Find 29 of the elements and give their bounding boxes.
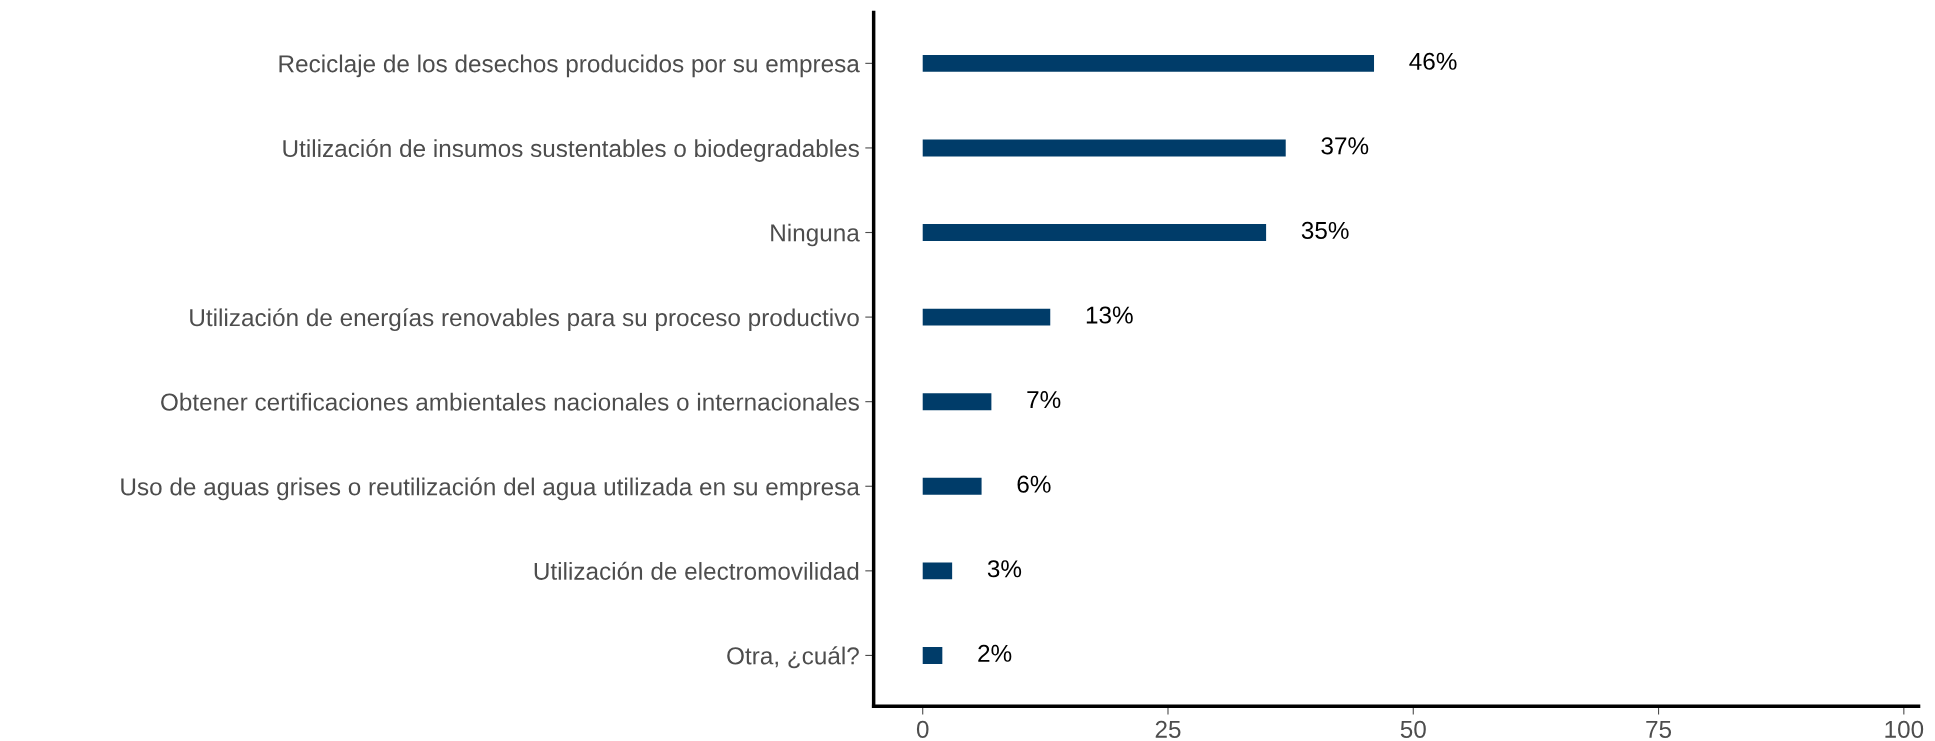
bar [922,477,982,495]
y-tick-label: Utilización de insumos sustentables o biodegradables [283,138,859,162]
data-label: 37% [1321,137,1369,155]
data-label: 7% [1027,391,1061,409]
x-tick-label: 75 [1646,720,1672,738]
y-tick-label: Otra, ¿cuál? [727,646,859,669]
y-tick-label: Uso de aguas grises o reutilización del agua utilizada en su empresa [121,477,860,501]
y-tick-label: Utilización de energías renovables para su proceso productivo [190,308,859,332]
data-label: 46% [1409,52,1457,70]
data-label: 3% [987,560,1022,578]
y-tick-label: Utilización de electromovilidad [534,561,859,580]
data-label: 35% [1301,221,1349,240]
data-label: 2% [978,644,1012,662]
bar [922,139,1286,157]
bar [922,393,992,411]
y-tick-label: Ninguna [771,223,860,247]
data-label: 13% [1086,306,1133,324]
bar [922,54,1375,72]
y-tick-label: Obtener certificaciones ambientales nacionales o internacionales [161,392,859,411]
bar [922,224,1267,241]
y-tick-label: Reciclaje de los desechos producidos por su empresa [279,54,860,78]
bar [922,308,1051,326]
bar [922,562,953,580]
bar [922,646,943,664]
x-tick-label: 0 [916,720,929,738]
x-tick-label: 25 [1155,720,1181,738]
x-tick-label: 100 [1885,720,1924,738]
data-label: 6% [1017,475,1051,493]
x-tick-label: 50 [1400,720,1426,738]
